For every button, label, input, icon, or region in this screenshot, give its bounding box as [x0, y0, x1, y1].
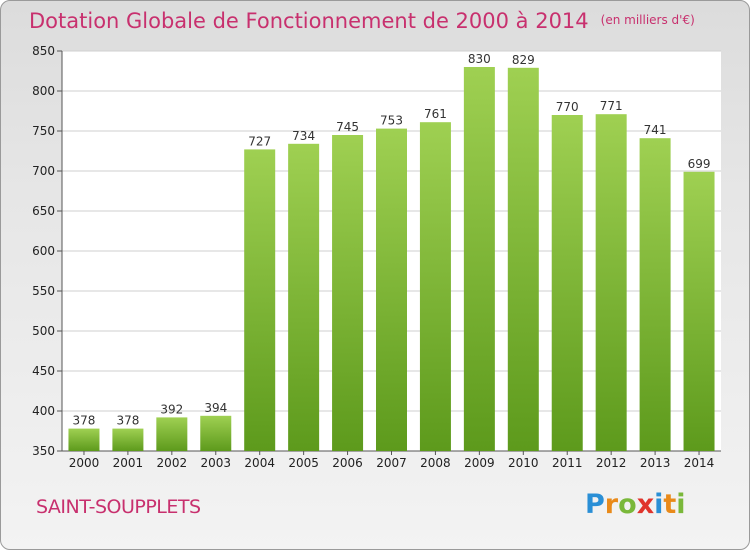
data-label-2013: 741 [644, 123, 667, 137]
logo-letter: i [676, 489, 686, 520]
title-text: Dotation Globale de Fonctionnement de 20… [29, 9, 589, 33]
commune-name: SAINT-SOUPPLETS [36, 496, 201, 518]
x-tick-label-2000: 2000 [69, 456, 100, 470]
data-label-2002: 392 [160, 402, 183, 416]
logo-letter: x [636, 489, 655, 520]
x-tick-label-2011: 2011 [552, 456, 583, 470]
bar-2014 [683, 171, 715, 452]
data-label-2008: 761 [424, 107, 447, 121]
x-tick-label-2004: 2004 [244, 456, 275, 470]
chart-title: Dotation Globale de Fonctionnement de 20… [29, 9, 695, 33]
data-label-2014: 699 [688, 157, 711, 171]
bar-2003 [200, 415, 232, 451]
y-tick-label: 800 [32, 84, 55, 98]
logo-letter: P [585, 489, 605, 520]
bar-2009 [463, 67, 495, 451]
data-label-2010: 829 [512, 53, 535, 67]
data-label-2003: 394 [204, 401, 227, 415]
logo-letter: i [654, 489, 664, 520]
logo-letter: o [618, 489, 637, 520]
data-label-2012: 771 [600, 99, 623, 113]
x-tick-label-2010: 2010 [508, 456, 539, 470]
data-label-2001: 378 [116, 414, 139, 428]
x-tick-label-2003: 2003 [200, 456, 231, 470]
y-tick-label: 700 [32, 164, 55, 178]
bar-2005 [288, 143, 320, 452]
x-tick-label-2013: 2013 [640, 456, 671, 470]
x-tick-label-2007: 2007 [376, 456, 407, 470]
bar-2004 [244, 149, 276, 451]
bar-2013 [639, 138, 671, 451]
data-label-2000: 378 [73, 414, 96, 428]
bar-2010 [507, 67, 539, 452]
data-label-2005: 734 [292, 129, 315, 143]
x-tick-label-2005: 2005 [288, 456, 319, 470]
y-tick-label: 450 [32, 364, 55, 378]
data-label-2004: 727 [248, 134, 271, 148]
data-label-2011: 770 [556, 100, 579, 114]
x-tick-label-2008: 2008 [420, 456, 451, 470]
bar-2008 [419, 122, 451, 451]
data-label-2006: 745 [336, 120, 359, 134]
x-tick-label-2012: 2012 [596, 456, 627, 470]
x-tick-label-2014: 2014 [684, 456, 715, 470]
logo-letter: r [604, 489, 619, 520]
x-tick-label-2006: 2006 [332, 456, 363, 470]
data-label-2007: 753 [380, 114, 403, 128]
y-tick-label: 850 [32, 44, 55, 58]
bar-2001 [112, 428, 144, 451]
logo-letter: t [663, 489, 677, 520]
bar-2012 [595, 114, 627, 451]
unit-label: (en milliers d'€) [600, 13, 695, 27]
bar-2002 [156, 417, 188, 451]
bar-2007 [376, 128, 407, 451]
bar-2006 [332, 135, 364, 451]
y-tick-label: 500 [32, 324, 55, 338]
y-tick-label: 550 [32, 284, 55, 298]
y-tick-label: 350 [32, 444, 55, 458]
y-tick-label: 750 [32, 124, 55, 138]
y-tick-label: 400 [32, 404, 55, 418]
x-tick-label-2009: 2009 [464, 456, 495, 470]
x-tick-label-2002: 2002 [157, 456, 188, 470]
proxiti-logo: Proxiti [585, 489, 686, 520]
y-tick-label: 600 [32, 244, 55, 258]
x-tick-label-2001: 2001 [113, 456, 144, 470]
data-label-2009: 830 [468, 52, 491, 66]
bar-2011 [551, 115, 583, 451]
bar-2000 [68, 428, 100, 451]
y-tick-label: 650 [32, 204, 55, 218]
